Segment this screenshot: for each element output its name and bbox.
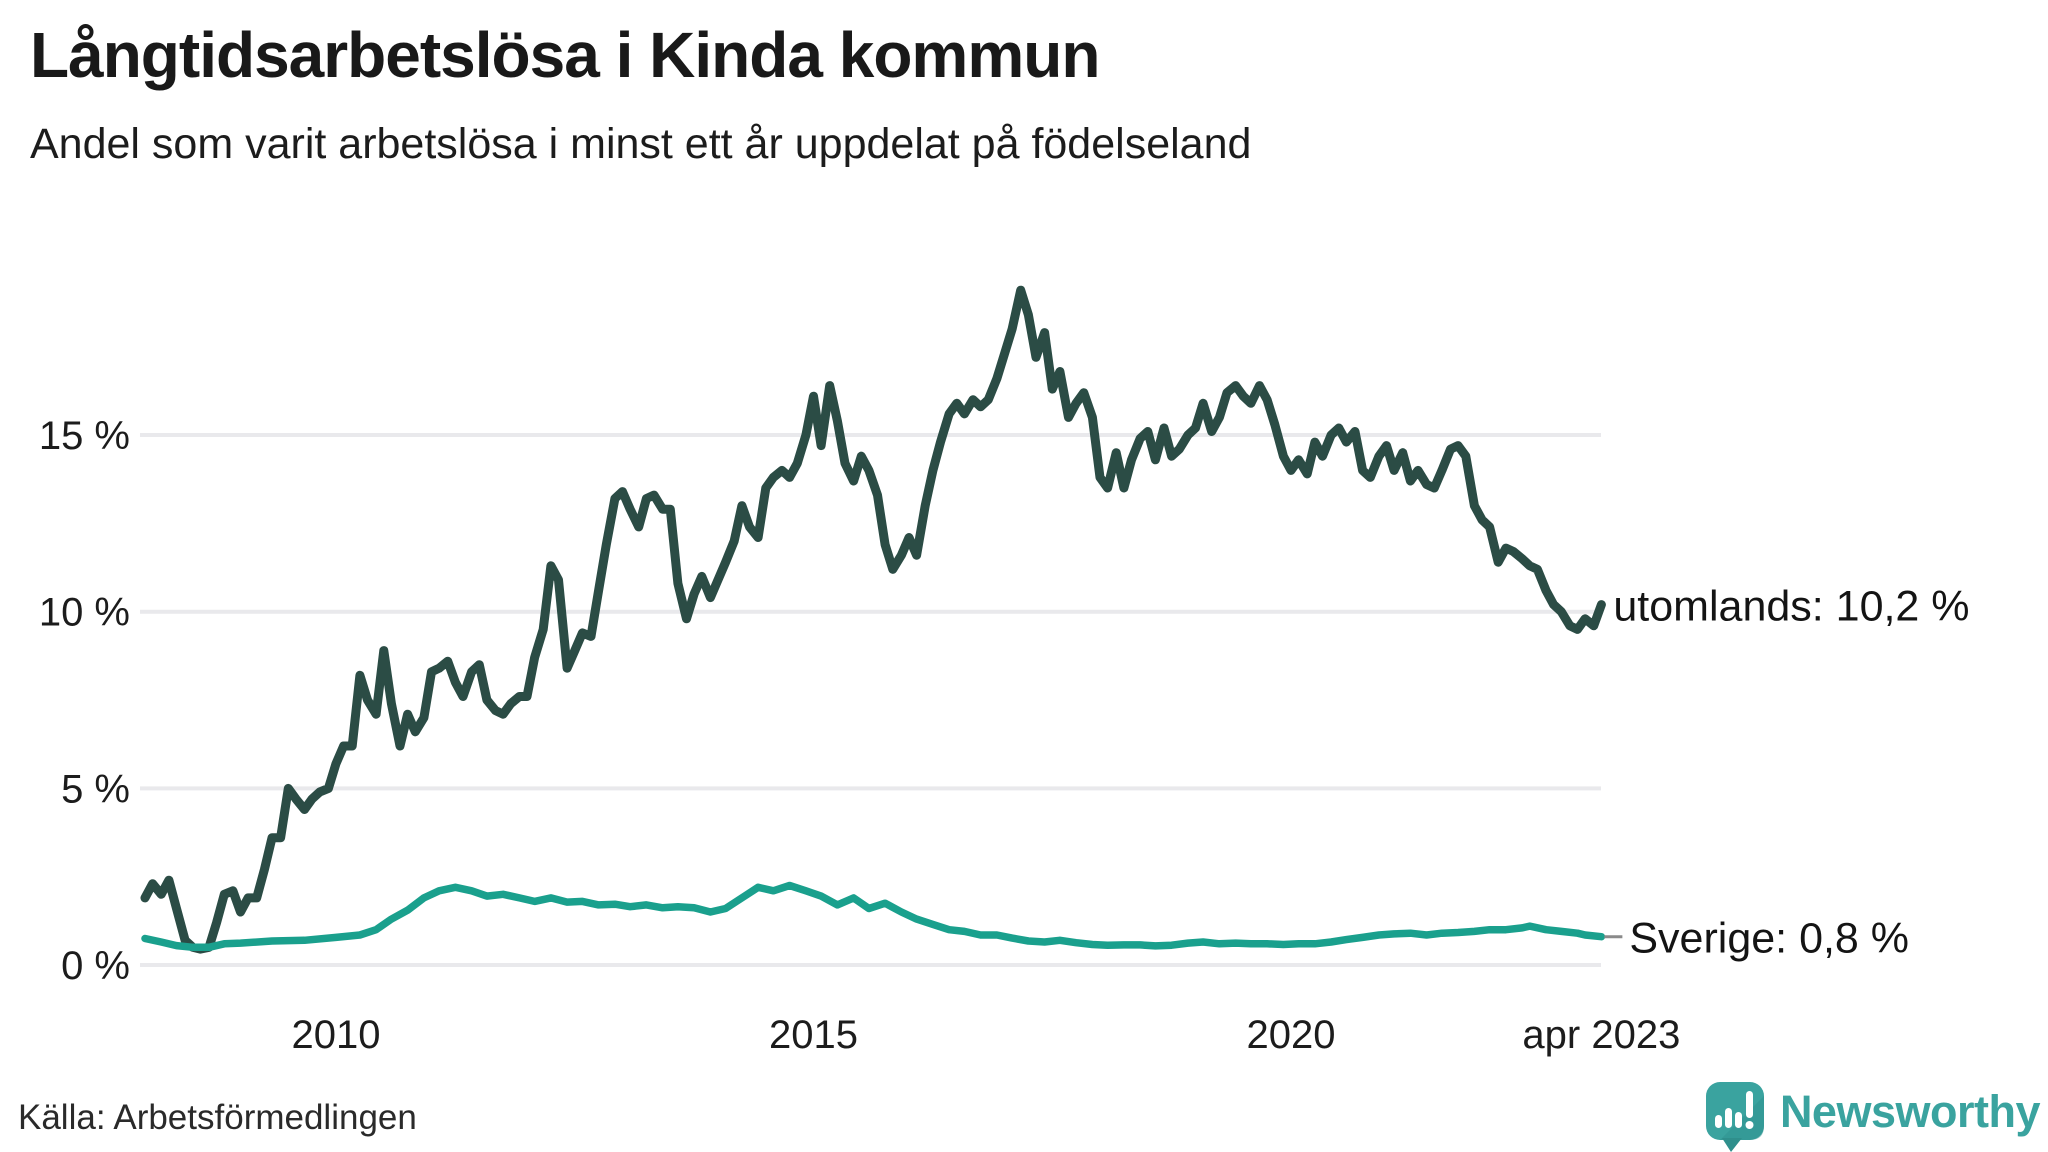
x-tick-label: 2015 — [769, 1013, 858, 1057]
newsworthy-brand: Newsworthy — [1704, 1078, 2041, 1152]
x-tick-label: 2010 — [292, 1013, 381, 1057]
newsworthy-logo-icon — [1705, 1082, 1764, 1152]
sverige-end-label: Sverige: 0,8 % — [1629, 915, 1909, 963]
utomlands-line — [140, 285, 1606, 954]
x-tick-label: 2020 — [1247, 1013, 1336, 1057]
sverige-line — [141, 881, 1606, 952]
x-axis: 2010 2015 2020 apr 2023 — [292, 1013, 1681, 1057]
y-tick-label: 0 % — [61, 944, 130, 988]
y-axis: 15 % 10 % 5 % 0 % — [39, 414, 130, 988]
y-tick-label: 10 % — [39, 591, 130, 635]
newsworthy-logo-text: Newsworthy — [1779, 1086, 2041, 1137]
source-note: Källa: Arbetsförmedlingen — [18, 1098, 417, 1137]
y-tick-label: 15 % — [39, 414, 130, 458]
y-tick-label: 5 % — [61, 767, 130, 811]
chart-title: Långtidsarbetslösa i Kinda kommun — [30, 19, 1100, 91]
utomlands-end-label: utomlands: 10,2 % — [1613, 583, 1969, 631]
chart-subtitle: Andel som varit arbetslösa i minst ett å… — [30, 120, 1252, 168]
x-tick-label: apr 2023 — [1522, 1013, 1680, 1057]
